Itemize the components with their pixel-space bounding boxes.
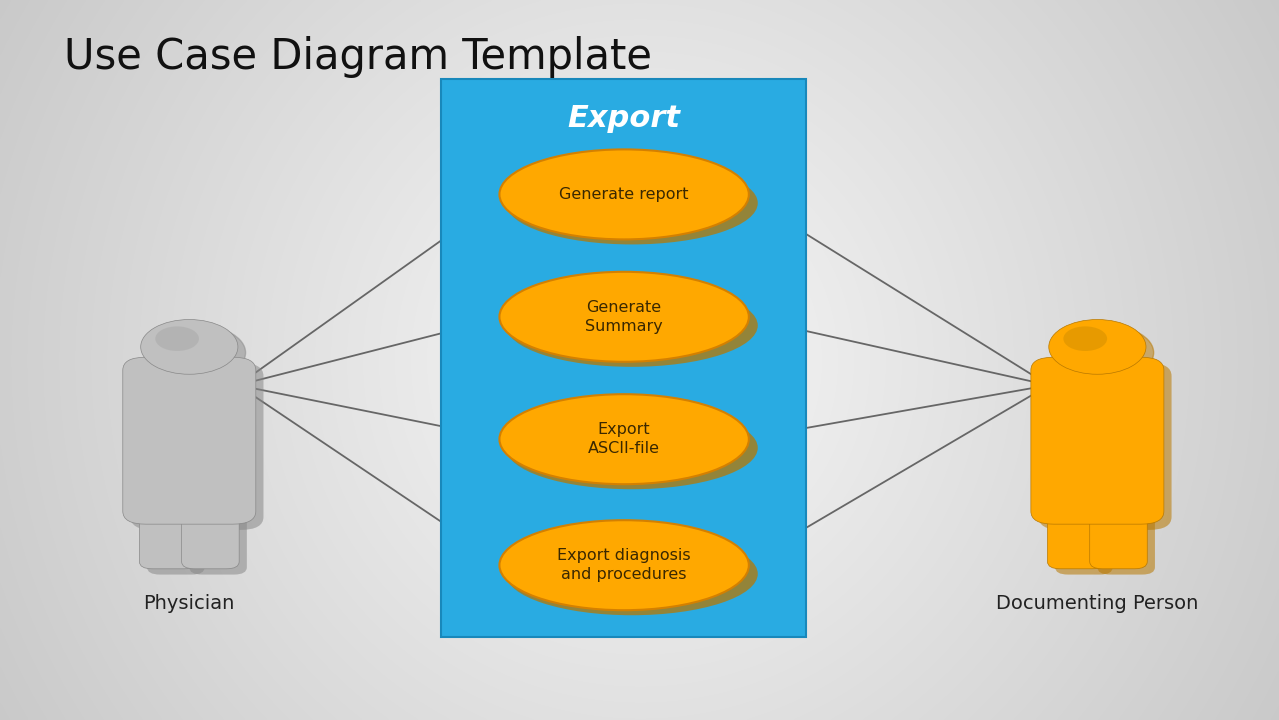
Text: Export: Export (567, 104, 680, 133)
Circle shape (1056, 325, 1154, 380)
Ellipse shape (499, 395, 748, 484)
FancyBboxPatch shape (139, 504, 197, 569)
Text: Physician: Physician (143, 594, 235, 613)
FancyBboxPatch shape (1090, 504, 1147, 569)
Text: Export diagnosis
and procedures: Export diagnosis and procedures (558, 549, 691, 582)
Text: Generate report: Generate report (559, 187, 689, 202)
FancyBboxPatch shape (189, 510, 247, 575)
FancyBboxPatch shape (1031, 357, 1164, 524)
Circle shape (141, 320, 238, 374)
Ellipse shape (506, 284, 757, 366)
Ellipse shape (499, 520, 748, 610)
FancyBboxPatch shape (1048, 504, 1105, 569)
FancyBboxPatch shape (147, 510, 205, 575)
FancyBboxPatch shape (130, 363, 263, 530)
Circle shape (1049, 320, 1146, 374)
Ellipse shape (499, 271, 748, 361)
Ellipse shape (499, 149, 748, 239)
FancyBboxPatch shape (1039, 363, 1172, 530)
FancyBboxPatch shape (1055, 510, 1113, 575)
Ellipse shape (506, 533, 757, 615)
FancyBboxPatch shape (123, 357, 256, 524)
FancyBboxPatch shape (441, 79, 806, 637)
Circle shape (155, 326, 200, 351)
Ellipse shape (506, 406, 757, 490)
FancyBboxPatch shape (1097, 510, 1155, 575)
Circle shape (1063, 326, 1108, 351)
Text: Generate
Summary: Generate Summary (586, 300, 663, 333)
Text: Documenting Person: Documenting Person (996, 594, 1198, 613)
Circle shape (148, 325, 246, 380)
Text: Export
ASCII-file: Export ASCII-file (588, 423, 660, 456)
Text: Use Case Diagram Template: Use Case Diagram Template (64, 36, 652, 78)
Ellipse shape (506, 161, 757, 244)
FancyBboxPatch shape (182, 504, 239, 569)
